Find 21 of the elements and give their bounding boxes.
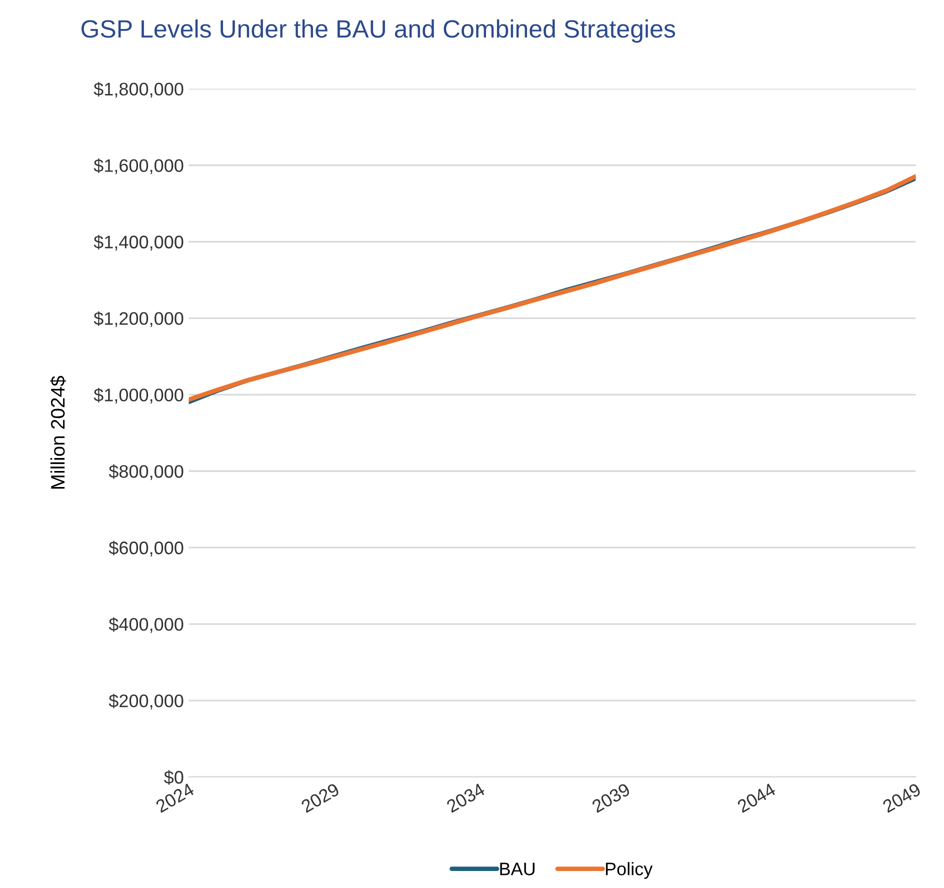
y-tick-label: $1,200,000: [94, 311, 184, 328]
x-tick-label: 2039: [591, 782, 631, 813]
chart-title: GSP Levels Under the BAU and Combined Strategies: [82, 19, 676, 43]
y-tick-label: $200,000: [108, 694, 184, 710]
x-tick-label: 2024: [155, 782, 195, 813]
y-tick-label: $1,600,000: [94, 158, 184, 174]
y-tick-label: $1,000,000: [94, 388, 184, 404]
y-tick-label: $600,000: [108, 540, 184, 556]
legend-label: BAU: [500, 862, 534, 876]
y-tick-label: $400,000: [108, 617, 184, 633]
y-axis-title: Million 2024$: [50, 376, 66, 489]
x-tick-label: 2034: [446, 782, 486, 813]
legend-label: Policy: [606, 862, 653, 879]
y-tick-label: $0: [164, 770, 184, 785]
x-tick-label: 2029: [300, 782, 340, 813]
y-tick-label: $1,800,000: [94, 82, 184, 98]
x-tick-label: 2049: [882, 782, 922, 813]
y-tick-label: $800,000: [108, 464, 184, 480]
x-tick-label: 2044: [736, 782, 776, 813]
y-tick-label: $1,400,000: [94, 234, 184, 251]
line-series: [188, 174, 916, 402]
